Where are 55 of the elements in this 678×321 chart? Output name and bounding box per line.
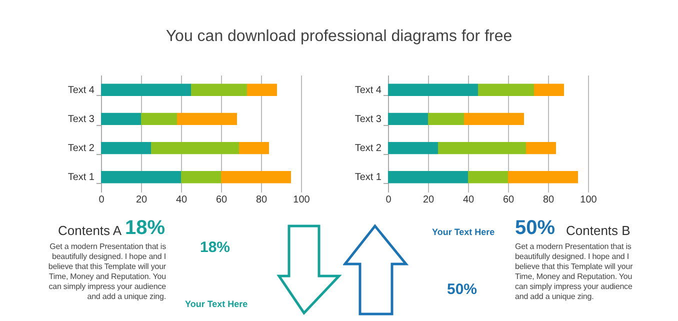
x-tick-label: 100: [580, 194, 598, 206]
bar: [478, 84, 534, 96]
x-tick-label: 40: [462, 194, 474, 206]
bar: [388, 84, 478, 96]
text: Contents A: [58, 223, 122, 238]
text: Your Text Here: [185, 299, 248, 309]
text: Get a modern Presentation that is beautifully designed. I hope and I believe that this Template will your Time, Money and Reputation. You can simply impress your audience and add a unique zing.: [47, 242, 166, 302]
bar: [177, 112, 237, 126]
y-tick-label: Text 3: [354, 114, 382, 125]
bar: [101, 142, 151, 154]
x-tick-label: 0: [386, 194, 392, 206]
text: Your Text Here: [432, 227, 495, 237]
bar: [468, 171, 508, 184]
y-tick-label: Text 2: [68, 143, 95, 154]
bar: [101, 171, 181, 184]
y-tick-label: Text 3: [68, 114, 95, 125]
y-tick-label: Text 2: [354, 143, 382, 154]
bar: [101, 112, 141, 126]
x-tick-label: 20: [422, 194, 434, 206]
text: 50%: [515, 217, 556, 240]
text: 50%: [447, 281, 478, 298]
x-tick-label: 40: [176, 194, 188, 206]
y-tick-label: Text 1: [68, 172, 95, 184]
bar: [101, 84, 191, 96]
text: Get a modern Presentation that is beautifully designed. I hope and I believe that this Template will your Time, Money and Reputation. You can simply impress your audience and add a unique zing.: [515, 242, 634, 302]
bar: [438, 142, 526, 154]
bar: [534, 84, 564, 96]
bar: [526, 142, 556, 154]
y-tick-label: Text 4: [68, 84, 95, 96]
bar: [508, 171, 578, 184]
x-tick-label: 60: [216, 194, 228, 206]
text: 18%: [125, 217, 166, 240]
bar: [191, 84, 247, 96]
bar: [388, 142, 438, 154]
x-tick-label: 0: [98, 194, 105, 206]
bar: [247, 84, 277, 96]
bar: [388, 112, 428, 126]
bar: [141, 112, 177, 126]
bar: [388, 171, 468, 184]
text: You can download professional diagrams for free: [164, 28, 514, 46]
y-tick-label: Text 4: [354, 84, 382, 96]
y-tick-label: Text 1: [354, 172, 382, 184]
x-tick-label: 20: [136, 194, 148, 206]
bar: [239, 142, 269, 154]
x-tick-label: 80: [542, 194, 554, 206]
bar: [428, 112, 464, 126]
bar: [181, 171, 221, 184]
bar: [221, 171, 291, 184]
bar: [151, 142, 239, 154]
text: 18%: [200, 239, 230, 256]
x-tick-label: 100: [293, 194, 310, 206]
bar: [464, 112, 524, 126]
x-tick-label: 60: [502, 194, 514, 206]
text: Contents B: [566, 223, 630, 238]
x-tick-label: 80: [256, 194, 268, 206]
